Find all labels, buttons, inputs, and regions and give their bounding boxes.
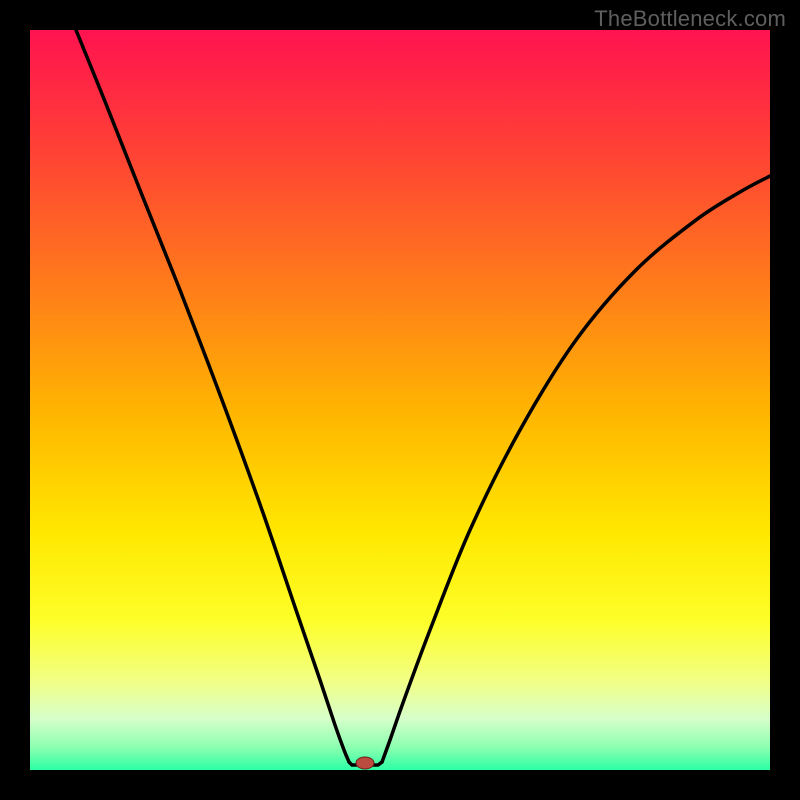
gradient-background (30, 30, 770, 770)
watermark-text: TheBottleneck.com (594, 6, 786, 32)
chart-frame: TheBottleneck.com (0, 0, 800, 800)
optimal-marker (356, 757, 374, 769)
bottleneck-chart (30, 30, 770, 770)
chart-svg (30, 30, 770, 770)
